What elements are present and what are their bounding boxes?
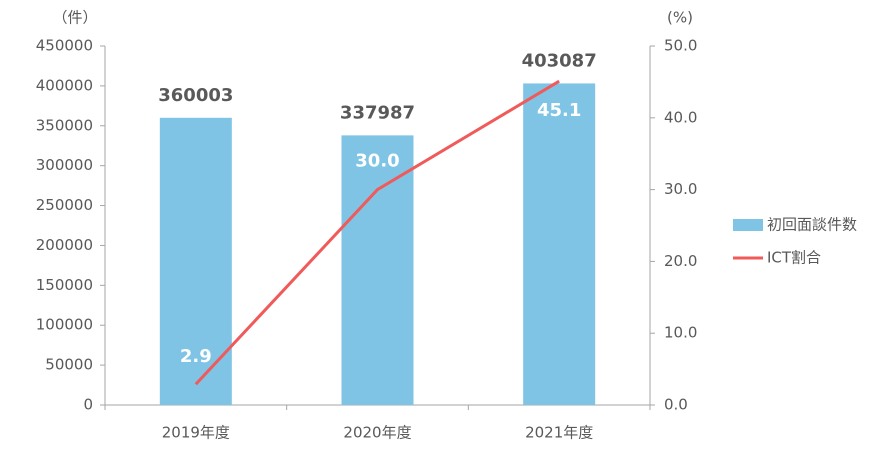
- bar: [341, 135, 414, 405]
- y2-tick-label: 20.0: [664, 252, 697, 270]
- x-tick-label: 2020年度: [343, 424, 411, 442]
- y-axis-label: （件）: [52, 9, 97, 27]
- x-tick-label: 2019年度: [162, 424, 230, 442]
- legend-label: 初回面談件数: [767, 216, 857, 234]
- legend-swatch: [733, 219, 763, 231]
- line-value-label: 30.0: [355, 151, 399, 172]
- bar-value-label: 337987: [340, 102, 415, 123]
- y2-tick-label: 30.0: [664, 180, 697, 198]
- y-tick-label: 150000: [36, 276, 93, 294]
- y-tick-label: 250000: [36, 196, 93, 214]
- y-tick-label: 50000: [45, 356, 93, 374]
- y2-tick-label: 0.0: [664, 396, 688, 414]
- bar: [523, 83, 596, 405]
- y-tick-label: 100000: [36, 316, 93, 334]
- y-tick-label: 450000: [36, 37, 93, 55]
- y2-tick-label: 40.0: [664, 108, 697, 126]
- y2-tick-label: 50.0: [664, 37, 697, 55]
- y-tick-label: 400000: [36, 76, 93, 94]
- y-tick-label: 300000: [36, 156, 93, 174]
- y-tick-label: 0: [83, 396, 93, 414]
- x-tick-label: 2021年度: [525, 424, 593, 442]
- y-tick-label: 350000: [36, 116, 93, 134]
- bar-value-label: 360003: [158, 85, 233, 106]
- bar-value-label: 403087: [522, 50, 597, 71]
- line-value-label: 45.1: [537, 100, 581, 121]
- line: [194, 79, 560, 386]
- legend-label: ICT割合: [767, 249, 821, 267]
- y2-axis-label: (%): [667, 9, 693, 27]
- y-tick-label: 200000: [36, 236, 93, 254]
- line-value-label: 2.9: [180, 346, 212, 367]
- y2-tick-label: 10.0: [664, 324, 697, 342]
